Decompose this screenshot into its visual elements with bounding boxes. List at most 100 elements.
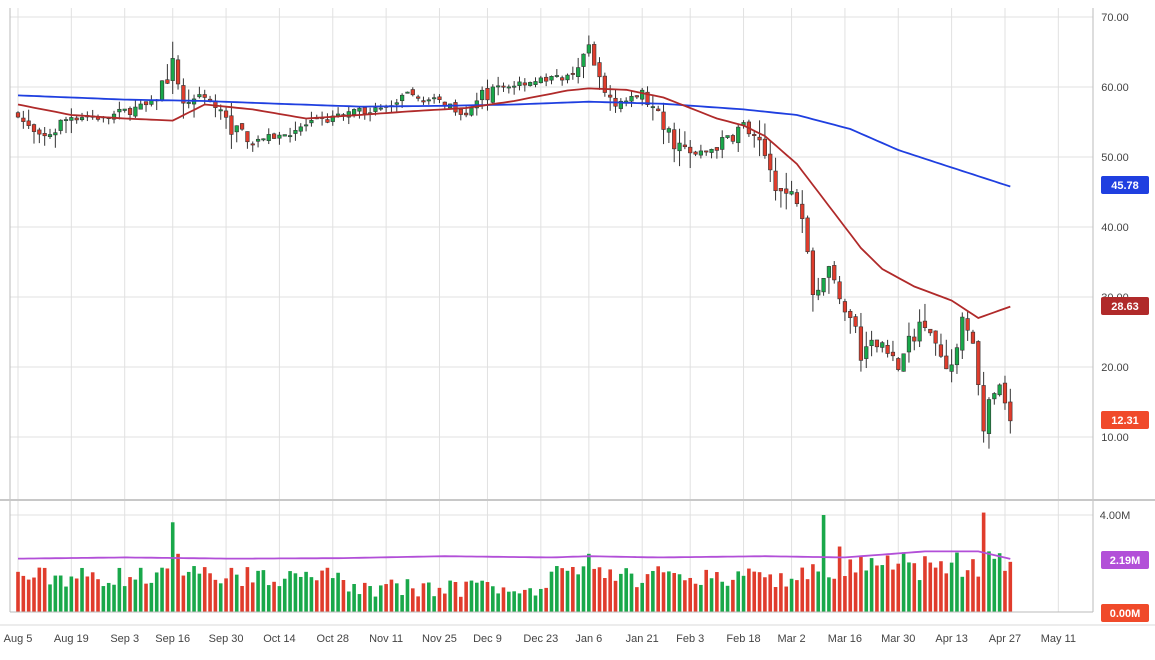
volume-bar	[763, 577, 767, 612]
candle	[255, 135, 261, 148]
volume-bar	[752, 571, 757, 612]
time-tick-label: Aug 19	[54, 633, 89, 645]
volume-bar	[645, 574, 650, 612]
candle-body	[784, 188, 789, 194]
candle-body	[848, 310, 853, 318]
volume-bar	[378, 585, 383, 612]
volume-bar	[293, 573, 298, 612]
volume-bar	[336, 572, 340, 612]
volume-bar	[704, 569, 709, 612]
candle-body	[528, 82, 533, 86]
candle	[704, 150, 709, 156]
candle-body	[565, 74, 570, 81]
candle-body	[922, 320, 928, 328]
time-tick-label: Sep 30	[209, 633, 244, 645]
candle-body	[576, 67, 581, 78]
time-tick-label: Oct 28	[317, 633, 349, 645]
candle	[63, 116, 69, 134]
candle	[298, 123, 303, 136]
volume-bar	[981, 512, 986, 612]
volume-bar	[138, 567, 143, 612]
candle-body	[832, 265, 837, 281]
candle-body	[762, 138, 767, 156]
candle	[416, 94, 421, 102]
candle	[938, 333, 944, 358]
candle	[816, 277, 821, 301]
volume-bar	[16, 571, 20, 612]
candle	[762, 123, 767, 159]
candle	[549, 75, 554, 85]
volume-ma-badge-bg	[1101, 551, 1149, 569]
candle	[261, 138, 266, 142]
volume-bar	[85, 576, 90, 612]
time-tick-label: Nov 11	[369, 633, 403, 645]
volume-bar	[32, 577, 36, 612]
volume-bar	[832, 578, 837, 612]
candle-body	[928, 328, 933, 334]
candle-body	[416, 96, 421, 99]
candle-body	[149, 100, 154, 105]
candle-body	[789, 191, 794, 195]
candle	[181, 78, 186, 119]
candle-body	[37, 129, 42, 135]
candle-body	[250, 143, 255, 146]
volume-bar	[90, 572, 95, 612]
candle-body	[677, 142, 682, 152]
candle	[143, 101, 149, 112]
volume-bar	[661, 572, 666, 612]
candle-body	[378, 107, 383, 110]
candle	[576, 57, 581, 84]
candle-body	[122, 108, 127, 111]
candle-body	[757, 136, 762, 141]
volume-bar	[261, 570, 266, 612]
candle-body	[656, 108, 661, 112]
volume-bar	[811, 564, 815, 612]
candle	[965, 311, 970, 341]
volume-tick-label: 4.00M	[1100, 510, 1131, 522]
volume-bar	[667, 571, 671, 612]
candle-body	[992, 393, 997, 400]
candle-body	[400, 94, 405, 102]
volume-bar	[26, 579, 31, 612]
candle-body	[26, 120, 31, 126]
volume-bar	[197, 573, 202, 612]
candle	[650, 94, 655, 121]
volume-bar	[330, 578, 335, 612]
volume-bar	[234, 574, 239, 612]
volume-bar	[106, 582, 111, 612]
volume-bar	[928, 562, 933, 612]
candle	[730, 133, 735, 145]
candle	[933, 330, 938, 356]
volume-bar	[613, 580, 618, 612]
candle	[554, 69, 559, 78]
candle-body	[469, 107, 474, 116]
volume-bar	[21, 575, 26, 612]
candle	[912, 328, 917, 351]
candle	[842, 298, 848, 321]
candle-body	[21, 117, 26, 122]
candle	[362, 107, 367, 120]
volume-bar	[971, 559, 975, 612]
candle	[896, 357, 901, 372]
candle	[800, 190, 805, 234]
volume-zero-badge: 0.00M	[1101, 604, 1149, 622]
volume-bar	[314, 580, 319, 612]
candle-body	[730, 135, 735, 142]
volume-bar	[656, 566, 660, 612]
candle-body	[255, 138, 261, 142]
volume-bar	[624, 568, 628, 612]
volume-bar	[677, 574, 682, 612]
candle	[602, 72, 607, 97]
volume-bar	[720, 581, 725, 612]
volume-bar	[405, 579, 410, 612]
volume-bar	[96, 579, 100, 612]
candle-body	[688, 146, 693, 154]
volume-bar	[907, 562, 911, 612]
volume-bar	[688, 577, 693, 612]
candle	[570, 66, 575, 80]
volume-bar	[992, 558, 997, 612]
candle-body	[698, 150, 703, 156]
volume-bar	[480, 580, 484, 612]
candle	[597, 57, 602, 90]
volume-bar	[736, 571, 741, 612]
